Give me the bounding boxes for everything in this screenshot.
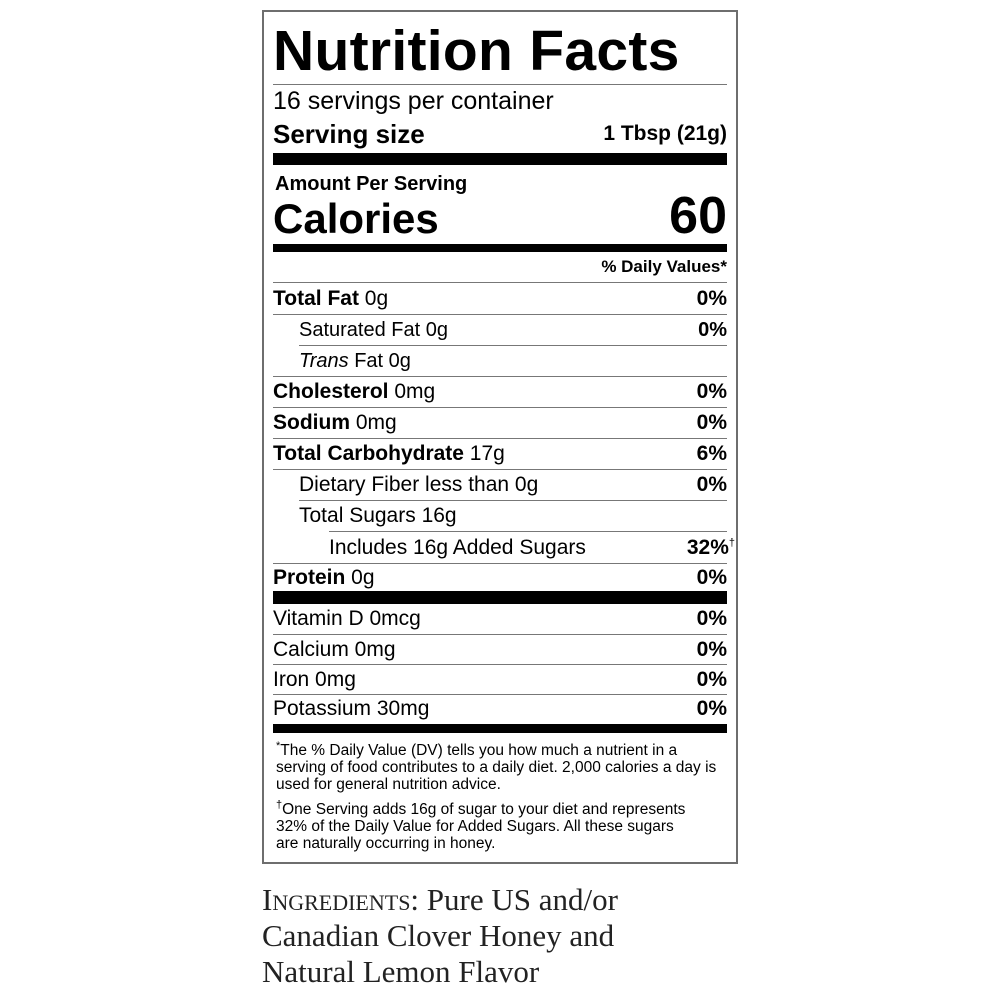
vitamin-row-calcium: Calcium 0mg 0%: [273, 637, 727, 661]
nutrient-row-dietary-fiber: Dietary Fiber less than 0g 0%: [299, 473, 727, 496]
divider: [273, 376, 727, 377]
medium-divider: [273, 724, 727, 733]
medium-divider: [273, 244, 727, 252]
vitamin-row-iron: Iron 0mg 0%: [273, 667, 727, 691]
nutrient-row-sodium: Sodium 0mg 0%: [273, 411, 727, 434]
ingredients: Ingredients: Pure US and/or Canadian Clo…: [262, 882, 682, 990]
footnote-added-sugars: †One Serving adds 16g of sugar to your d…: [276, 799, 686, 853]
divider: [299, 345, 727, 346]
calories-value: 60: [669, 187, 727, 245]
nutrient-row-total-carbohydrate: Total Carbohydrate 17g 6%: [273, 442, 727, 465]
dv-header: % Daily Values*: [601, 257, 727, 276]
thick-divider: [273, 153, 727, 165]
divider: [273, 438, 727, 439]
ingredients-text: Pure US and/or Canadian Clover Honey and…: [262, 882, 618, 989]
serving-size-row: Serving size 1 Tbsp (21g): [273, 117, 727, 151]
divider: [273, 407, 727, 408]
divider: [273, 634, 727, 635]
divider: [273, 664, 727, 665]
servings-per-container: 16 servings per container: [273, 86, 554, 115]
nutrient-row-protein: Protein 0g 0%: [273, 565, 727, 589]
divider: [299, 500, 727, 501]
serving-size-label: Serving size: [273, 118, 425, 149]
nutrient-row-cholesterol: Cholesterol 0mg 0%: [273, 380, 727, 403]
nutrient-row-trans-fat: Trans Fat 0g: [299, 349, 411, 372]
amount-per-serving: Amount Per Serving: [275, 173, 468, 195]
divider: [273, 84, 727, 85]
divider: [273, 314, 727, 315]
vitamin-row-vitamin-d: Vitamin D 0mcg 0%: [273, 607, 727, 630]
label-title: Nutrition Facts: [273, 19, 680, 83]
nutrient-row-total-sugars: Total Sugars 16g: [299, 504, 457, 527]
footnote-daily-value: *The % Daily Value (DV) tells you how mu…: [276, 740, 717, 794]
ingredients-label: Ingredients:: [262, 882, 420, 917]
divider: [273, 282, 727, 283]
divider: [329, 531, 727, 532]
nutrient-row-added-sugars: Includes 16g Added Sugars 32%†: [329, 535, 735, 559]
thick-divider: [273, 591, 727, 604]
divider: [273, 563, 727, 564]
nutrition-facts-label: Nutrition Facts 16 servings per containe…: [262, 10, 738, 864]
divider: [273, 694, 727, 695]
divider: [273, 469, 727, 470]
serving-size-value: 1 Tbsp (21g): [603, 122, 727, 145]
calories-label: Calories: [273, 195, 439, 242]
nutrient-row-saturated-fat: Saturated Fat 0g 0%: [299, 318, 727, 341]
nutrient-row-total-fat: Total Fat 0g 0%: [273, 286, 727, 310]
calories-row: Calories 60: [273, 190, 727, 242]
vitamin-row-potassium: Potassium 30mg 0%: [273, 697, 727, 720]
